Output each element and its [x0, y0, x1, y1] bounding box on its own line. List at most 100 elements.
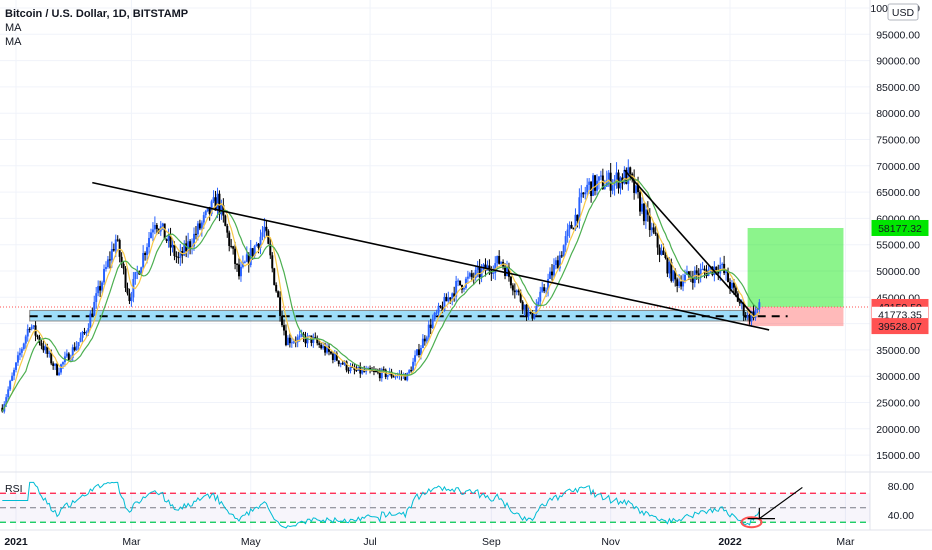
support-zone-rect[interactable] — [29, 309, 749, 322]
candle-body-87 — [171, 244, 174, 248]
candle-body-283 — [554, 260, 557, 265]
price-tick-label-10: 65000.00 — [876, 187, 920, 199]
candle-body-357 — [699, 269, 702, 277]
candle-body-383 — [750, 311, 753, 322]
candle-body-5 — [11, 375, 14, 381]
candle-body-302 — [592, 175, 595, 196]
rsi-arrow-line[interactable] — [758, 486, 803, 520]
candle-body-221 — [433, 312, 436, 320]
candle-body-339 — [664, 255, 667, 258]
currency-badge-box[interactable] — [887, 3, 919, 21]
long-position-loss-zone[interactable] — [747, 306, 844, 327]
candle-body-12 — [24, 336, 27, 344]
candle-body-28 — [56, 363, 59, 376]
candle-body-125 — [245, 254, 248, 262]
candle-body-166 — [326, 346, 329, 353]
candle-body-265 — [519, 292, 522, 302]
candle-body-347 — [680, 281, 683, 287]
candle-body-145 — [284, 330, 287, 346]
candle-body-104 — [204, 210, 207, 216]
candle-body-167 — [327, 346, 330, 352]
candle-body-40 — [79, 337, 82, 343]
candle-body-55 — [108, 259, 111, 261]
candle-body-229 — [449, 297, 452, 300]
candle-body-192 — [376, 371, 379, 373]
candle-body-326 — [639, 192, 642, 212]
price-tick-label-13: 80000.00 — [876, 108, 920, 120]
candle-body-64 — [126, 287, 129, 294]
candle-body-336 — [658, 247, 661, 255]
candle-body-90 — [177, 257, 180, 259]
candle-body-365 — [715, 266, 718, 272]
candle-body-157 — [308, 335, 311, 337]
candle-body-194 — [380, 369, 383, 379]
candle-body-146 — [286, 337, 289, 346]
candle-body-121 — [238, 264, 241, 277]
candle-body-21 — [42, 345, 45, 351]
candle-body-178 — [349, 366, 352, 371]
candle-body-66 — [130, 297, 133, 302]
rsi-tick-label-0: 40.00 — [888, 510, 914, 522]
candle-body-172 — [337, 360, 340, 365]
candle-body-47 — [93, 301, 96, 316]
candle-body-276 — [541, 287, 544, 292]
candle-body-58 — [114, 239, 117, 251]
candle-body-323 — [633, 177, 636, 193]
candle-body-259 — [507, 267, 510, 277]
time-axis-label-3: Jul — [363, 536, 376, 548]
candle-body-356 — [697, 273, 700, 277]
candle-body-160 — [314, 337, 317, 339]
trendline-1[interactable] — [623, 169, 753, 314]
candle-body-119 — [234, 248, 237, 264]
candle-body-176 — [345, 361, 348, 371]
candle-body-255 — [500, 261, 503, 264]
long-position-profit-zone[interactable] — [747, 227, 844, 307]
candle-body-282 — [552, 264, 555, 276]
currency-badge-label[interactable]: USD — [892, 7, 915, 19]
candle-body-333 — [652, 227, 655, 233]
candle-body-13 — [26, 328, 29, 337]
candle-body-88 — [173, 244, 176, 257]
candle-body-65 — [128, 293, 131, 302]
candle-body-162 — [318, 343, 321, 345]
candle-body-344 — [674, 270, 677, 280]
trendline-0[interactable] — [92, 181, 770, 331]
price-badge-box-2 — [872, 306, 928, 322]
candle-body-299 — [586, 184, 589, 193]
candle-body-181 — [355, 369, 358, 371]
candle-body-287 — [562, 245, 565, 257]
candle-body-99 — [194, 233, 197, 235]
candle-body-116 — [228, 232, 231, 246]
candle-body-57 — [112, 249, 115, 251]
candle-body-3 — [7, 389, 10, 398]
candle-body-354 — [693, 270, 696, 283]
candle-body-91 — [179, 251, 182, 258]
candle-body-115 — [226, 225, 229, 233]
rsi-oversold-circle[interactable] — [740, 516, 763, 529]
candle-body-381 — [746, 316, 749, 318]
candle-body-212 — [416, 349, 419, 356]
candle-body-319 — [625, 170, 628, 184]
candle-body-373 — [730, 282, 733, 289]
candle-body-232 — [455, 280, 458, 297]
candle-body-48 — [95, 293, 98, 302]
candle-body-76 — [149, 232, 152, 238]
candle-body-132 — [259, 236, 262, 248]
candle-body-25 — [50, 352, 53, 364]
candle-body-324 — [635, 185, 638, 193]
candle-body-33 — [65, 353, 68, 357]
candle-body-368 — [721, 263, 724, 266]
candle-body-273 — [535, 305, 538, 315]
candle-body-136 — [267, 230, 270, 244]
candle-body-45 — [89, 313, 92, 328]
candle-body-351 — [687, 271, 690, 277]
candle-body-281 — [550, 271, 553, 276]
candle-body-68 — [134, 272, 137, 279]
candle-body-142 — [279, 297, 282, 316]
candle-body-152 — [298, 335, 301, 338]
candle-body-62 — [122, 263, 125, 269]
candle-body-225 — [441, 307, 444, 311]
candle-body-210 — [412, 361, 415, 372]
candle-body-120 — [236, 263, 239, 265]
